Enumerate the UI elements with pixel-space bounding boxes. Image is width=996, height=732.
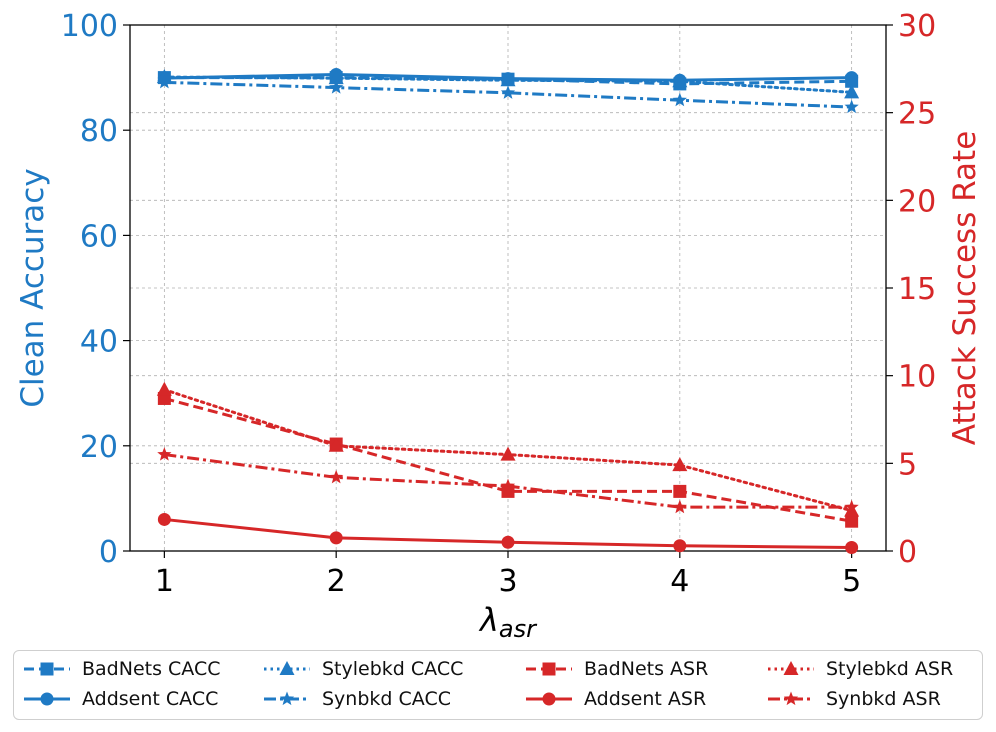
data-point bbox=[844, 99, 859, 114]
y-left-axis-title: Clean Accuracy bbox=[15, 168, 51, 407]
data-point bbox=[845, 540, 859, 554]
data-point bbox=[328, 70, 344, 85]
x-tick-label: 2 bbox=[327, 564, 346, 599]
series-line bbox=[163, 397, 852, 523]
y-left-tick-label: 60 bbox=[80, 219, 118, 254]
data-point bbox=[673, 539, 687, 553]
series-stylebkd-cacc bbox=[156, 69, 860, 99]
data-point bbox=[500, 85, 516, 99]
legend-marker bbox=[40, 662, 54, 676]
legend-swatch bbox=[24, 662, 70, 676]
data-point bbox=[500, 478, 516, 493]
y-right-axis-title: Attack Success Rate bbox=[947, 131, 983, 446]
data-point bbox=[329, 469, 344, 484]
legend-swatch bbox=[768, 661, 814, 675]
legend-label: Synbkd CACC bbox=[322, 688, 451, 710]
x-axis-title: λasr bbox=[478, 601, 538, 643]
x-axis-title-subscript: asr bbox=[499, 615, 538, 643]
y-left-tick-label: 80 bbox=[80, 114, 118, 149]
data-point bbox=[844, 84, 860, 99]
legend-item: Synbkd ASR bbox=[766, 685, 941, 713]
data-point bbox=[328, 437, 344, 452]
x-tick-label: 5 bbox=[842, 564, 861, 599]
x-tick-label: 3 bbox=[498, 564, 517, 599]
dual-axis-line-chart: 1 2 3 4 5 0 20 40 60 80 100 0 5 10 15 20 25 30 Clean Accur… bbox=[15, 9, 983, 643]
data-point bbox=[157, 74, 172, 89]
y-left-tick-label: 20 bbox=[80, 430, 118, 465]
legend-label: Synbkd ASR bbox=[826, 688, 941, 710]
series-addsent-asr bbox=[157, 512, 859, 554]
legend-label: Addsent CACC bbox=[82, 688, 219, 710]
legend-marker bbox=[783, 691, 799, 706]
legend-swatch bbox=[24, 692, 70, 706]
legend-swatch bbox=[526, 662, 572, 676]
data-point bbox=[672, 92, 687, 107]
series-line bbox=[164, 76, 852, 86]
legend-item: BadNets CACC bbox=[22, 655, 221, 683]
series-synbkd-asr bbox=[157, 447, 859, 514]
y-left-tick-label: 0 bbox=[99, 535, 118, 570]
data-point bbox=[672, 499, 687, 514]
legend-marker bbox=[279, 661, 295, 675]
data-point bbox=[157, 512, 171, 526]
data-point bbox=[844, 499, 859, 514]
legend-marker bbox=[542, 692, 556, 706]
legend-label: BadNets ASR bbox=[584, 658, 709, 680]
x-tick-label: 1 bbox=[155, 564, 174, 599]
data-point bbox=[500, 72, 516, 87]
data-point bbox=[845, 514, 859, 528]
series-synbkd-cacc bbox=[157, 74, 859, 114]
data-point bbox=[501, 535, 515, 549]
legend-marker bbox=[783, 661, 799, 675]
legend-items: BadNets CACC Stylebkd CACC BadNets ASR Styl… bbox=[14, 651, 982, 719]
legend-item: Stylebkd CACC bbox=[262, 655, 463, 683]
legend-swatch bbox=[768, 691, 814, 706]
legend-marker bbox=[40, 692, 54, 706]
legend-label: Stylebkd CACC bbox=[322, 658, 464, 680]
x-tick-label: 4 bbox=[670, 564, 689, 599]
legend-item: Stylebkd ASR bbox=[766, 655, 953, 683]
data-point bbox=[672, 457, 688, 472]
data-point bbox=[500, 446, 516, 461]
x-axis-title-base: λ bbox=[478, 601, 499, 639]
legend-marker bbox=[279, 691, 295, 706]
y-left-tick-label: 40 bbox=[80, 325, 118, 360]
data-point bbox=[672, 73, 688, 88]
data-point bbox=[329, 531, 343, 545]
y-right-tick-label: 20 bbox=[898, 184, 936, 219]
legend-item: BadNets ASR bbox=[524, 655, 708, 683]
legend-item: Addsent ASR bbox=[524, 685, 706, 713]
legend-swatch bbox=[264, 661, 310, 675]
legend-label: Stylebkd ASR bbox=[826, 658, 954, 680]
y-right-tick-label: 30 bbox=[898, 9, 936, 44]
y-right-tick-label: 0 bbox=[898, 535, 917, 570]
legend-item: Synbkd CACC bbox=[262, 685, 451, 713]
data-point bbox=[845, 71, 859, 85]
data-point bbox=[156, 381, 172, 396]
y-right-tick-label: 5 bbox=[898, 447, 917, 482]
legend-swatch bbox=[526, 692, 572, 706]
legend-item: Addsent CACC bbox=[22, 685, 218, 713]
y-right-tick-label: 15 bbox=[898, 272, 936, 307]
legend-swatch bbox=[264, 691, 310, 706]
legend-marker bbox=[542, 662, 556, 676]
data-point bbox=[329, 80, 344, 94]
data-point bbox=[673, 484, 687, 498]
y-left-tick-label: 100 bbox=[61, 9, 118, 44]
data-point bbox=[157, 447, 172, 461]
legend-label: BadNets CACC bbox=[82, 658, 221, 680]
chart-legend: BadNets CACC Stylebkd CACC BadNets ASR Styl… bbox=[13, 650, 983, 720]
y-right-tick-label: 10 bbox=[898, 360, 936, 395]
y-right-tick-label: 25 bbox=[898, 97, 936, 132]
legend-label: Addsent ASR bbox=[584, 688, 707, 710]
